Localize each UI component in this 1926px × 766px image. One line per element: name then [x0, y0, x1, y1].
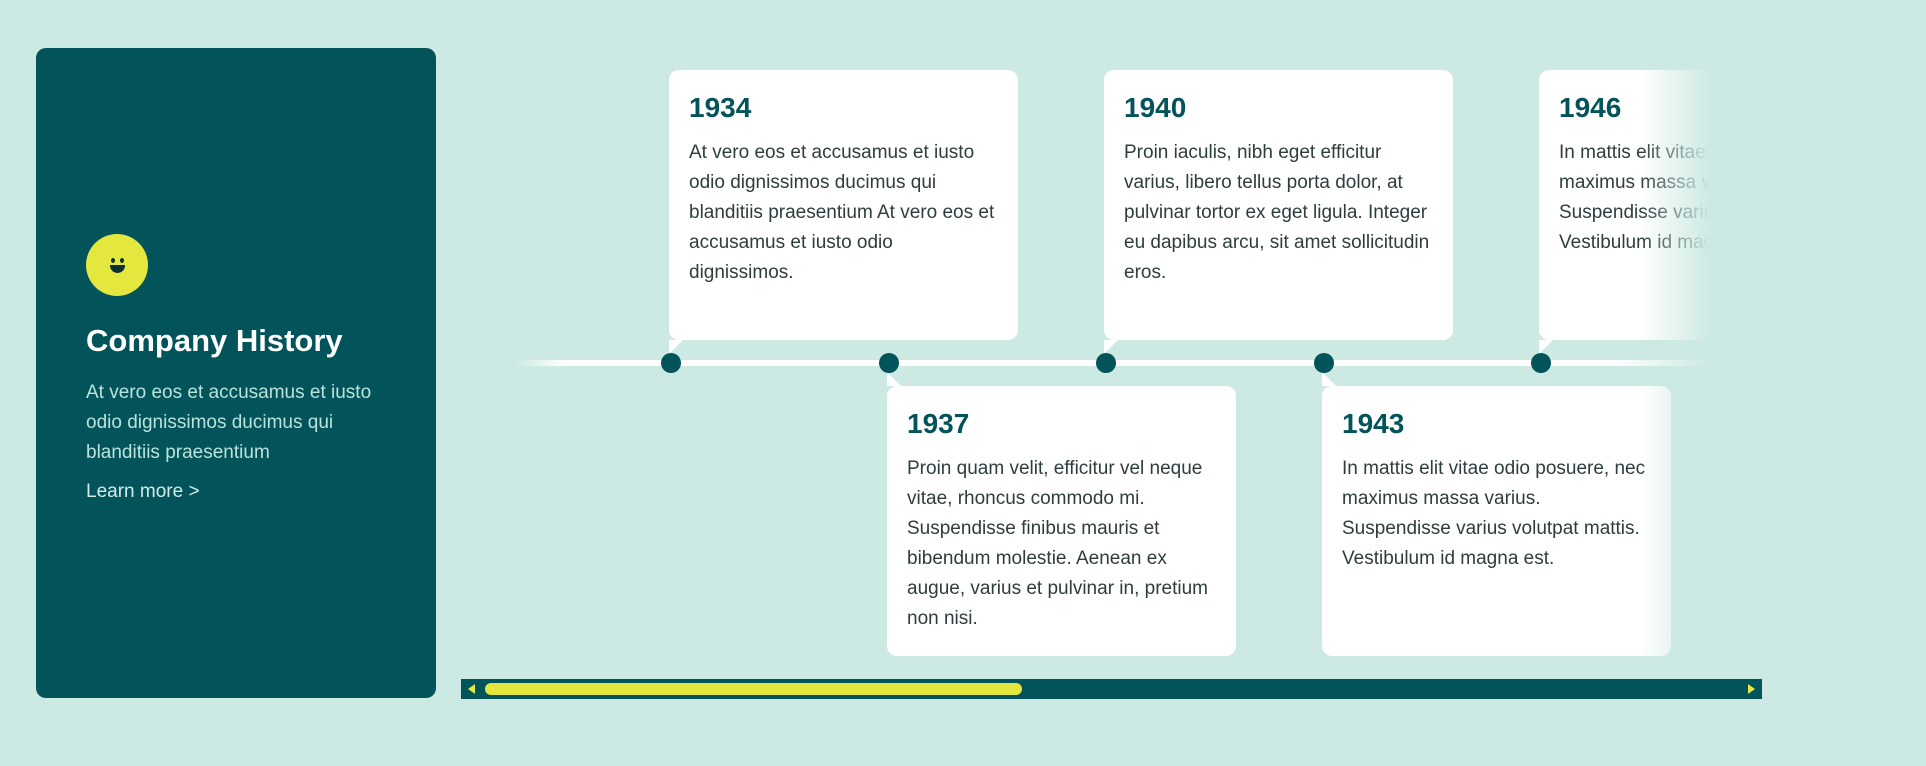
event-description: Proin iaculis, nibh eget efficitur variu… — [1124, 142, 1430, 283]
learn-more-link[interactable]: Learn more > — [86, 481, 200, 502]
avatar-eye-right — [120, 258, 124, 263]
timeline-dot-1946[interactable] — [1531, 353, 1551, 373]
timeline-card-1934: 1934 At vero eos et accusamus et iusto o… — [669, 70, 1018, 354]
card-pointer — [1539, 340, 1553, 354]
scroll-left-arrow-icon[interactable] — [468, 684, 475, 694]
event-year: 1940 — [1124, 92, 1187, 123]
timeline-dot-1934[interactable] — [661, 353, 681, 373]
event-year: 1943 — [1342, 408, 1405, 439]
event-year: 1946 — [1559, 92, 1622, 123]
company-history-panel: Company History At vero eos et accusamus… — [36, 48, 436, 698]
card-pointer — [1104, 340, 1118, 354]
timeline-card-1937: 1937 Proin quam velit, efficitur vel neq… — [887, 372, 1236, 656]
timeline-clip-mask — [1708, 0, 1926, 680]
timeline-scrollbar[interactable] — [461, 679, 1762, 699]
event-description: Proin quam velit, efficitur vel neque vi… — [907, 458, 1208, 629]
avatar-eye-left — [111, 258, 115, 263]
card-pointer — [669, 340, 683, 354]
scroll-right-arrow-icon[interactable] — [1748, 684, 1755, 694]
panel-description: At vero eos et accusamus et iusto odio d… — [86, 382, 372, 463]
timeline-fade-overlay-bottom — [1640, 380, 1710, 670]
scrollbar-thumb[interactable] — [485, 683, 1022, 695]
event-year: 1934 — [689, 92, 752, 123]
smiley-face-icon — [86, 234, 148, 296]
event-description: At vero eos et accusamus et iusto odio d… — [689, 142, 995, 283]
event-description: In mattis elit vitae odio posuere, nec m… — [1342, 458, 1646, 569]
timeline-card-1943: 1943 In mattis elit vitae odio posuere, … — [1322, 372, 1671, 656]
timeline-dot-1937[interactable] — [879, 353, 899, 373]
timeline-card-1940: 1940 Proin iaculis, nibh eget efficitur … — [1104, 70, 1453, 354]
timeline-dot-1940[interactable] — [1096, 353, 1116, 373]
panel-title: Company History — [86, 323, 343, 358]
card-pointer — [1322, 372, 1336, 386]
timeline-fade-overlay — [1640, 60, 1710, 360]
timeline-dot-1943[interactable] — [1314, 353, 1334, 373]
card-pointer — [887, 372, 901, 386]
avatar-mouth — [110, 265, 125, 273]
event-year: 1937 — [907, 408, 970, 439]
